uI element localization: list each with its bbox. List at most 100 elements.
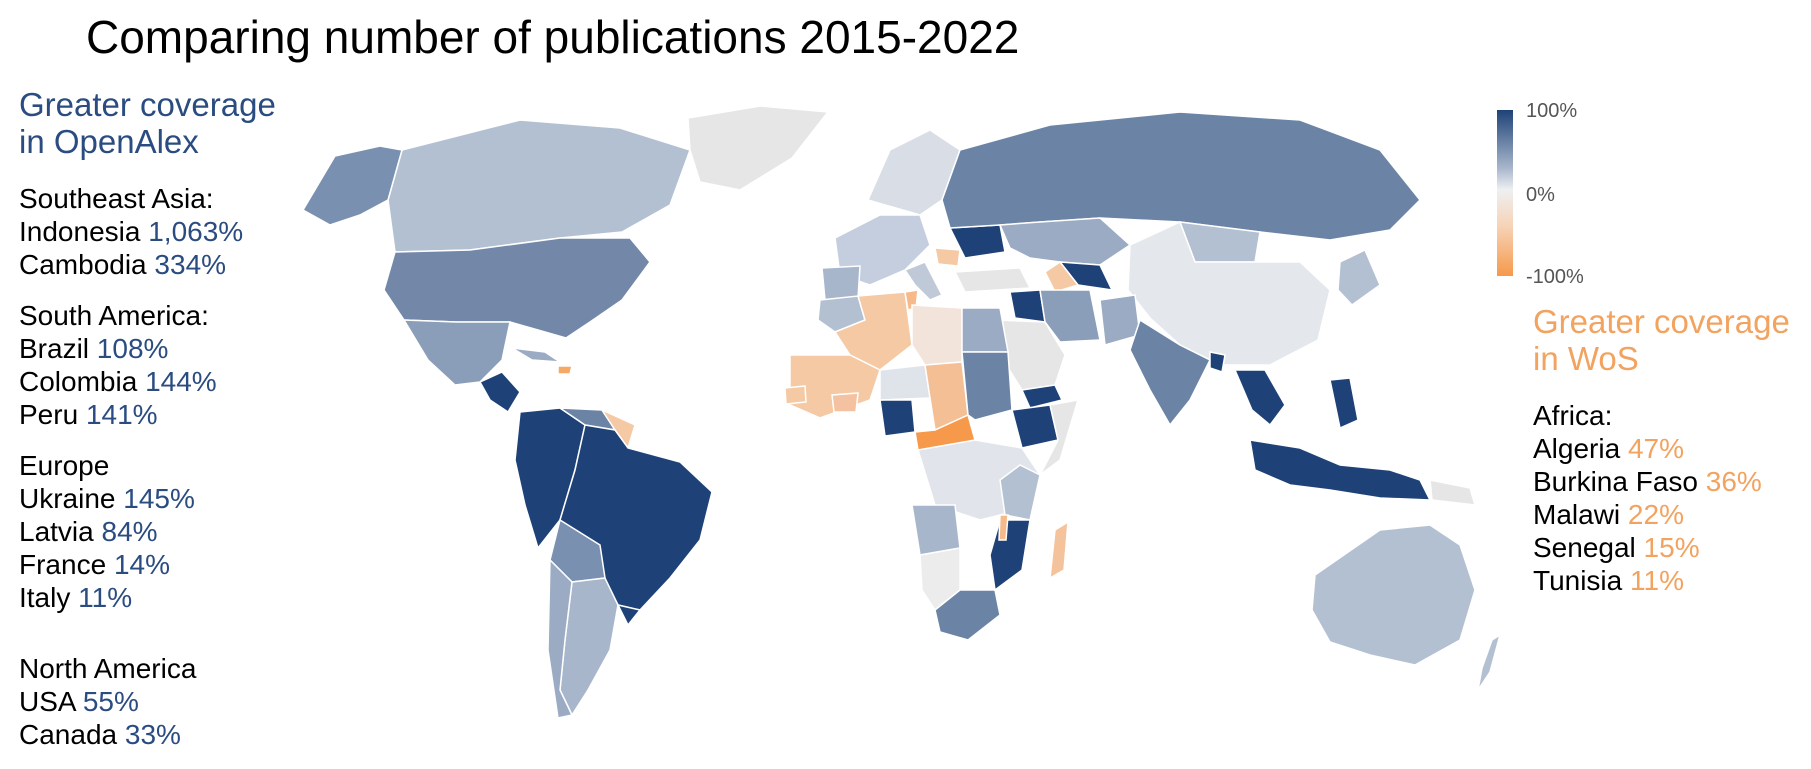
country-turkey — [953, 267, 1032, 293]
country-name: Indonesia — [19, 216, 141, 247]
country-greenland — [687, 105, 830, 191]
country-papua-new-guinea — [1429, 479, 1477, 506]
country-nigeria — [879, 399, 916, 437]
country-madagascar — [1049, 520, 1069, 580]
country-row: Malawi 22% — [1533, 498, 1808, 531]
country-central-america — [478, 371, 521, 414]
country-niger — [879, 364, 931, 401]
region-title: North America — [19, 653, 197, 684]
region-title: Southeast Asia: — [19, 183, 214, 214]
country-name: Burkina Faso — [1533, 466, 1698, 497]
country-name: USA — [19, 686, 76, 717]
country-name: Italy — [19, 582, 71, 613]
country-egypt — [961, 307, 1009, 353]
country-name: Malawi — [1533, 499, 1621, 530]
country-yemen — [1020, 384, 1064, 409]
country-australia — [1311, 524, 1476, 666]
country-name: Algeria — [1533, 433, 1621, 464]
country-korea-japan — [1337, 248, 1381, 306]
country-row: Colombia 144% — [19, 365, 319, 398]
country-name: Senegal — [1533, 532, 1636, 563]
openalex-heading: Greater coverage in OpenAlex — [19, 86, 319, 160]
country-name: Brazil — [19, 333, 90, 364]
country-southeast-asia-mainland — [1233, 369, 1286, 427]
country-name: Ukraine — [19, 483, 116, 514]
page-title: Comparing number of publications 2015-20… — [86, 11, 1020, 63]
legend-min-label: -100% — [1526, 266, 1584, 288]
country-value: 334% — [154, 249, 227, 280]
country-bangladesh — [1209, 351, 1226, 373]
openalex-heading-line2: in OpenAlex — [19, 123, 199, 160]
country-value: 14% — [113, 549, 170, 580]
wos-heading-line2: in WoS — [1533, 340, 1639, 377]
country-libya — [911, 304, 963, 366]
region-group-europe: Europe Ukraine 145% Latvia 84% France 14… — [19, 449, 319, 614]
legend-max-label: 100% — [1526, 100, 1578, 122]
country-row: Brazil 108% — [19, 332, 319, 365]
country-value: 141% — [85, 399, 158, 430]
country-mozambique — [989, 519, 1031, 592]
country-row: Canada 33% — [19, 718, 319, 751]
country-burkina-faso — [831, 392, 859, 413]
wos-panel: Greater coverage in WoS Africa: Algeria … — [1533, 303, 1808, 615]
country-indonesia — [1249, 439, 1432, 501]
country-name: France — [19, 549, 107, 580]
country-mexico — [402, 319, 511, 386]
country-name: Colombia — [19, 366, 138, 397]
country-value: 55% — [82, 686, 139, 717]
color-scale-bar — [1497, 110, 1513, 276]
country-row: Indonesia 1,063% — [19, 215, 319, 248]
region-group-southeast-asia: Southeast Asia: Indonesia 1,063% Cambodi… — [19, 182, 319, 281]
country-value: 1,063% — [148, 216, 244, 247]
country-name: Peru — [19, 399, 79, 430]
country-name: Cambodia — [19, 249, 147, 280]
world-map — [301, 105, 1500, 719]
legend-mid-label: 0% — [1526, 184, 1555, 206]
country-russia — [941, 111, 1422, 241]
country-iran — [1039, 289, 1101, 343]
country-row: Peru 141% — [19, 398, 319, 431]
openalex-heading-line1: Greater coverage — [19, 86, 276, 123]
country-canada — [387, 119, 691, 253]
country-value: 144% — [145, 366, 217, 397]
country-india — [1129, 318, 1212, 427]
country-row: Tunisia 11% — [1533, 564, 1808, 597]
country-value: 11% — [78, 582, 133, 613]
country-row: Ukraine 145% — [19, 482, 319, 515]
country-name: Latvia — [19, 516, 94, 547]
country-row: Burkina Faso 36% — [1533, 465, 1808, 498]
country-value: 22% — [1627, 499, 1684, 530]
region-group-north-america: North America USA 55% Canada 33% — [19, 652, 319, 751]
country-row: France 14% — [19, 548, 319, 581]
region-title: Africa: — [1533, 400, 1613, 431]
country-value: 11% — [1630, 565, 1684, 596]
country-sudan — [961, 351, 1013, 421]
country-uruguay — [616, 603, 642, 627]
country-value: 33% — [124, 719, 181, 750]
country-alaska — [301, 145, 403, 226]
country-haiti — [557, 365, 573, 375]
country-value: 47% — [1627, 433, 1684, 464]
country-name: Canada — [19, 719, 118, 750]
region-title: Europe — [19, 450, 110, 481]
country-angola — [911, 504, 961, 556]
country-cuba — [511, 347, 563, 363]
country-row: Algeria 47% — [1533, 432, 1808, 465]
country-kazakhstan — [998, 217, 1132, 266]
country-somalia — [1039, 399, 1080, 476]
wos-heading-line1: Greater coverage — [1533, 303, 1790, 340]
country-row: Italy 11% — [19, 581, 319, 614]
region-title: South America: — [19, 300, 209, 331]
country-iraq — [1009, 289, 1046, 323]
country-south-africa — [934, 589, 1001, 641]
country-name: Tunisia — [1533, 565, 1623, 596]
country-spain — [821, 265, 861, 301]
country-malawi — [998, 514, 1009, 541]
country-senegal — [784, 385, 807, 405]
country-value: 36% — [1705, 466, 1762, 497]
country-value: 84% — [101, 516, 158, 547]
country-tanzania-kenya — [999, 464, 1041, 521]
country-value: 15% — [1643, 532, 1700, 563]
country-row: Senegal 15% — [1533, 531, 1808, 564]
country-row: Latvia 84% — [19, 515, 319, 548]
